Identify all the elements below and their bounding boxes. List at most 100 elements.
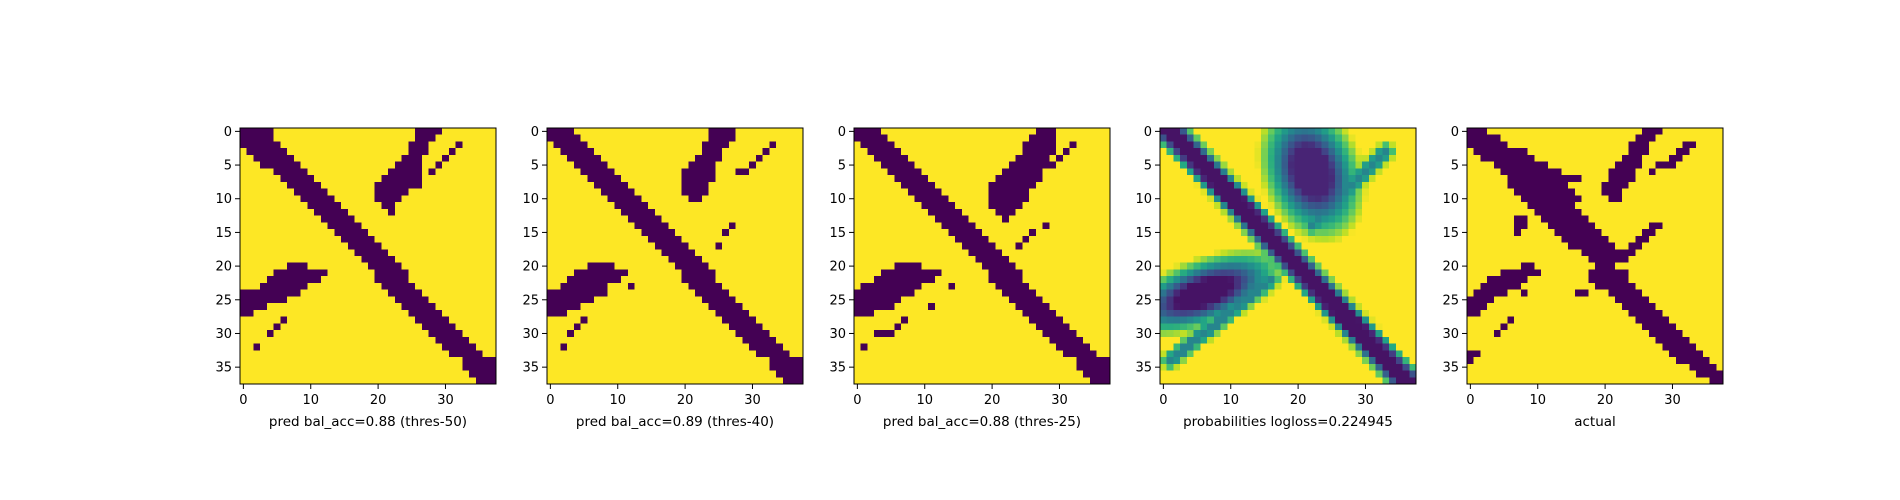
heatmap-cell [907, 357, 915, 365]
heatmap-cell [1294, 195, 1302, 203]
heatmap-cell [995, 309, 1003, 317]
heatmap-cell [334, 128, 342, 136]
heatmap-cell [614, 330, 622, 338]
heatmap-cell [941, 154, 949, 163]
heatmap-cell [961, 289, 969, 297]
heatmap-cell [742, 262, 750, 270]
heatmap-cell [722, 134, 730, 142]
heatmap-cell [695, 330, 703, 338]
heatmap-cell [1166, 154, 1174, 163]
heatmap-cell [240, 235, 248, 243]
heatmap-cell [755, 161, 763, 169]
heatmap-cell [1200, 222, 1208, 230]
heatmap-cell [1180, 141, 1188, 149]
heatmap-cell [722, 377, 730, 385]
heatmap-cell [361, 303, 369, 311]
heatmap-cell [273, 350, 281, 358]
heatmap-cell [273, 309, 281, 317]
heatmap-cell [1069, 154, 1077, 163]
heatmap-cell [1076, 141, 1084, 149]
heatmap-cell [654, 229, 662, 237]
heatmap-cell [567, 296, 575, 304]
heatmap-cell [762, 309, 770, 317]
heatmap-cell [1321, 141, 1329, 149]
heatmap-cell [266, 357, 275, 365]
heatmap-cell [607, 377, 615, 385]
heatmap-cell [314, 242, 322, 250]
heatmap-cell [722, 235, 730, 243]
heatmap-cell [921, 168, 929, 176]
heatmap-cell [928, 208, 936, 216]
heatmap-cell [368, 161, 376, 169]
heatmap-cell [567, 229, 575, 237]
heatmap-cell [1076, 357, 1084, 365]
heatmap-cell [675, 188, 683, 196]
heatmap-cell [1035, 289, 1043, 297]
heatmap-cell [1180, 168, 1188, 176]
heatmap-cell [607, 276, 615, 284]
heatmap-cell [246, 276, 254, 284]
heatmap-cell [314, 128, 322, 136]
heatmap-cell [688, 202, 696, 210]
heatmap-cell [668, 128, 676, 136]
heatmap-cell [715, 262, 723, 270]
heatmap-cell [1062, 262, 1070, 270]
heatmap-cell [374, 330, 382, 338]
heatmap-cell [988, 282, 996, 291]
heatmap-cell [961, 282, 969, 291]
heatmap-cell [928, 222, 936, 230]
heatmap-cell [314, 336, 322, 344]
heatmap-cell [374, 336, 382, 344]
heatmap-cell [867, 181, 875, 189]
heatmap-cell [648, 202, 656, 210]
heatmap-cell [914, 370, 922, 378]
heatmap-cell [722, 357, 730, 365]
heatmap-cell [1247, 161, 1255, 169]
heatmap-cell [401, 323, 409, 331]
heatmap-cell [435, 296, 443, 304]
heatmap-cell [293, 208, 301, 216]
heatmap-cell [995, 363, 1003, 371]
heatmap-cell [1207, 175, 1215, 183]
heatmap-cell [341, 208, 349, 216]
heatmap-cell [1083, 175, 1091, 183]
heatmap-cell [320, 316, 328, 324]
heatmap-cell [762, 377, 770, 385]
heatmap-cell [354, 377, 362, 385]
heatmap-cell [1267, 195, 1275, 203]
heatmap-cell [553, 141, 561, 149]
heatmap-cell [1022, 148, 1030, 156]
heatmap-cell [567, 175, 575, 183]
heatmap-cell [1200, 202, 1208, 210]
heatmap-cell [1056, 296, 1064, 304]
heatmap-cell [1096, 215, 1104, 223]
heatmap-cell [722, 202, 730, 210]
heatmap-cell [482, 161, 490, 169]
heatmap-cell [1274, 222, 1282, 230]
heatmap-cell [1056, 363, 1064, 371]
heatmap-cell [401, 148, 409, 156]
heatmap-cell [728, 181, 736, 189]
heatmap-cell [654, 195, 662, 203]
heatmap-cell [347, 256, 355, 264]
heatmap-cell [681, 309, 689, 317]
heatmap-cell [287, 181, 295, 189]
heatmap-cell [921, 276, 929, 284]
heatmap-cell [782, 350, 790, 358]
heatmap-cell [941, 188, 949, 196]
heatmap-cell [287, 134, 295, 142]
heatmap-cell [695, 256, 703, 264]
heatmap-cell [273, 148, 281, 156]
heatmap-cell [782, 195, 790, 203]
heatmap-cell [1321, 195, 1329, 203]
heatmap-cell [266, 148, 275, 156]
heatmap-cell [880, 249, 889, 257]
heatmap-cell [408, 289, 416, 297]
heatmap-cell [394, 296, 403, 304]
heatmap-cell [307, 363, 315, 371]
heatmap-cell [1029, 242, 1037, 250]
heatmap-cell [260, 134, 268, 142]
heatmap-cell [982, 323, 990, 331]
heatmap-cell [553, 377, 561, 385]
heatmap-cell [648, 343, 656, 351]
